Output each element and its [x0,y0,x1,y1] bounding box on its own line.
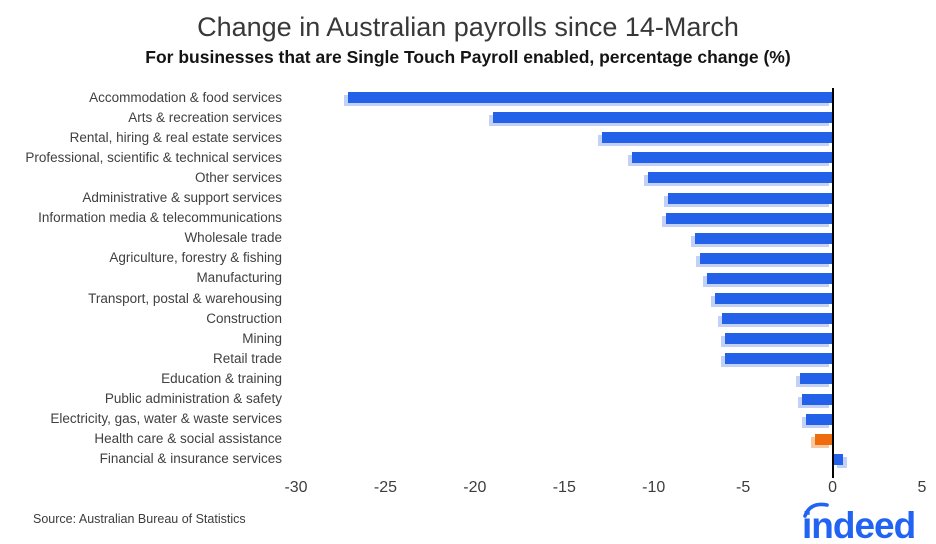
category-label: Health care & social assistance [94,431,282,447]
bar [632,152,833,164]
category-label: Arts & recreation services [128,109,282,125]
x-tick-label: -25 [373,479,397,496]
indeed-logo-text: indeed [802,505,915,543]
category-label: Mining [242,330,282,346]
category-label: Information media & telecommunications [38,210,282,226]
plot-area: Accommodation & food services Arts & recr… [0,88,936,500]
bar [700,252,833,264]
bar [832,453,844,465]
category-label: Accommodation & food services [89,89,282,105]
category-label: Other services [194,169,282,185]
x-tick-label: -5 [736,479,751,496]
category-label: Agriculture, forestry & fishing [109,250,282,266]
chart-title: Change in Australian payrolls since 14-M… [197,12,739,42]
category-label: Electricity, gas, water & waste services [50,411,282,427]
source-note: Source: Australian Bureau of Statistics [33,512,246,526]
bar [666,212,833,224]
x-tick-label: -20 [463,479,487,496]
category-label: Manufacturing [196,270,282,286]
x-tick-label: 5 [917,479,927,496]
category-label: Professional, scientific & technical ser… [25,149,282,165]
bar [347,92,833,103]
x-tick-label: -10 [642,479,666,496]
category-label: Education & training [161,370,282,386]
indeed-logo-graphic: indeed [802,502,916,544]
bar [492,112,833,124]
category-label: Financial & insurance services [99,451,282,467]
bar [805,413,833,425]
category-label: Retail trade [212,350,282,366]
x-tick-label: -30 [284,479,308,496]
category-label: Public administration & safety [104,391,282,406]
bar [694,232,833,244]
indeed-logo: indeed [800,499,932,544]
x-tick-label: -15 [552,479,576,496]
bar [648,172,833,184]
category-label: Wholesale trade [184,230,282,246]
bar [601,132,833,144]
category-label: Construction [206,310,282,326]
bar [725,333,833,345]
indeed-swoosh-icon [803,502,829,518]
bar [707,272,833,284]
category-label: Administrative & support services [82,190,282,205]
bar [714,293,833,304]
bar [814,433,833,445]
bar [725,353,833,365]
bar [721,313,833,325]
bar [668,192,833,204]
category-label: Transport, postal & warehousing [88,290,282,306]
category-label: Rental, hiring & real estate services [69,129,282,145]
chart-subtitle: For businesses that are Single Touch Pay… [145,47,791,67]
zero-axis-line [831,88,834,478]
x-tick-label: 0 [828,479,838,496]
bar [800,373,833,385]
bar [802,393,833,405]
